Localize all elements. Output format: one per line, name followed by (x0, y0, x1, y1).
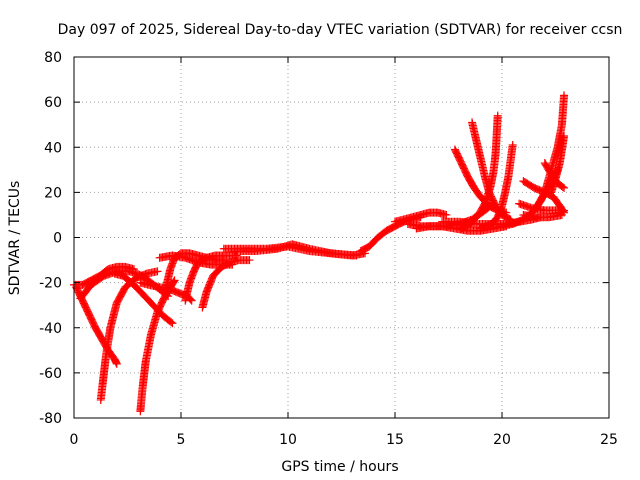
y-tick-label: -60 (39, 366, 62, 382)
series-track-28 (540, 159, 569, 192)
y-axis-title: SDTVAR / TECUs (7, 181, 23, 296)
y-tick-label: -40 (39, 321, 62, 337)
series-track-26 (519, 177, 569, 217)
y-tick-label: 40 (44, 140, 62, 156)
y-tick-label: 0 (53, 231, 62, 247)
data-points (70, 91, 569, 416)
data-point (168, 319, 177, 328)
data-point (245, 256, 254, 265)
y-tick-label: -80 (39, 411, 62, 427)
data-point (560, 91, 569, 100)
x-tick-label: 15 (386, 432, 404, 448)
data-point (352, 251, 361, 260)
y-tick-label: -20 (39, 276, 62, 292)
data-point (170, 276, 179, 285)
series-track-06 (136, 276, 179, 416)
series-track-15 (391, 208, 451, 226)
data-point (167, 318, 176, 327)
y-tick-label: 60 (44, 95, 62, 111)
x-tick-label: 5 (177, 432, 186, 448)
data-point (228, 260, 237, 269)
x-tick-label: 20 (493, 432, 511, 448)
series-track-13 (230, 240, 361, 260)
grid (74, 57, 609, 418)
series-track-21 (476, 140, 517, 233)
x-tick-label: 0 (70, 432, 79, 448)
data-point (560, 183, 569, 192)
series-track-05 (110, 269, 177, 328)
y-tick-label: 80 (44, 50, 62, 66)
chart-title: Day 097 of 2025, Sidereal Day-to-day VTE… (58, 22, 623, 38)
series-track-04 (96, 267, 162, 404)
data-point (153, 267, 162, 276)
x-tick-label: 10 (279, 432, 297, 448)
x-tick-label: 25 (600, 432, 618, 448)
y-tick-label: 20 (44, 185, 62, 201)
data-point (442, 210, 451, 219)
data-point (558, 182, 567, 191)
axis-ticks: 0 5 10 15 20 25 -80 -60 -40 -20 0 20 40 60 80 (39, 50, 618, 448)
data-point (232, 251, 241, 260)
data-point (557, 210, 566, 219)
data-point (112, 359, 121, 368)
series-track-11 (155, 251, 237, 269)
data-point (560, 131, 569, 140)
series-track-29 (519, 210, 566, 222)
x-axis-title: GPS time / hours (281, 459, 398, 475)
